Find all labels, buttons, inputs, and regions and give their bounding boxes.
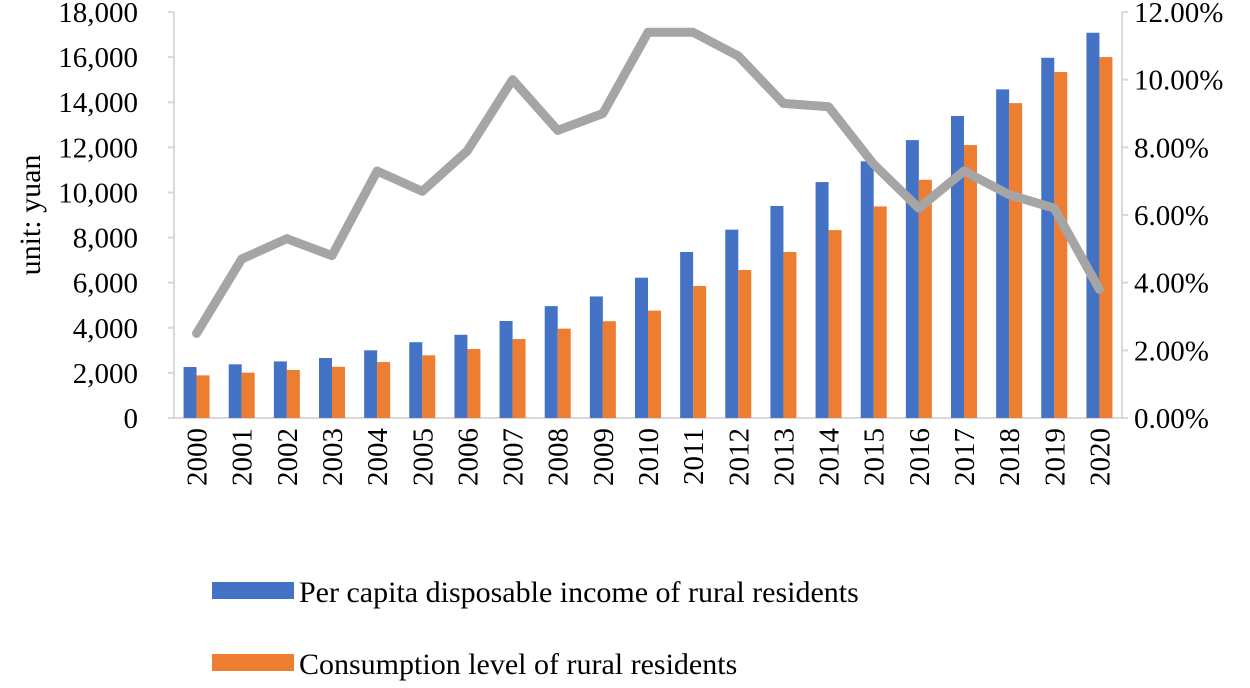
bar-consumption: [512, 339, 526, 418]
x-tick-label: 2003: [317, 428, 349, 486]
bar-income: [589, 296, 603, 418]
bar-income: [1041, 57, 1055, 418]
x-tick-label: 2010: [633, 428, 665, 486]
bar-consumption: [964, 145, 977, 419]
bar-income: [454, 334, 468, 418]
legend: Per capita disposable income of rural re…: [212, 576, 859, 681]
bar-consumption: [693, 286, 707, 418]
bar-consumption: [648, 310, 661, 418]
x-tick-label: 2015: [859, 428, 891, 486]
bar-income: [544, 306, 558, 418]
bar-income: [364, 350, 378, 418]
y-axis-ticks: 0 2,000 4,000 6,000 8,000 10,000 12,000 14,000 1…: [58, 0, 174, 435]
y-tick-label: 14,000: [58, 87, 138, 119]
bar-consumption: [241, 372, 255, 418]
legend-swatch-income: [212, 582, 294, 599]
x-tick-label: 2014: [814, 428, 846, 487]
y-tick-label: 12,000: [58, 132, 138, 164]
growth-rate-line: [192, 27, 1104, 338]
y-tick-label: 2,000: [73, 358, 138, 390]
bar-consumption: [602, 321, 616, 418]
bar-income: [860, 161, 874, 418]
x-tick-label: 2016: [904, 428, 936, 486]
y2-tick-label: 8.00%: [1134, 132, 1209, 164]
bar-income: [635, 277, 648, 418]
bar-income: [770, 205, 784, 418]
y2-tick-label: 12.00%: [1134, 0, 1223, 29]
bar-consumption: [873, 206, 887, 418]
y-tick-label: 4,000: [73, 313, 138, 345]
x-tick-label: 2017: [949, 428, 981, 486]
legend-swatch-consumption: [212, 654, 294, 671]
y-tick-label: 0: [124, 403, 139, 435]
bar-income: [183, 367, 197, 418]
y2-tick-label: 2.00%: [1134, 335, 1209, 367]
x-tick-label: 2005: [407, 428, 439, 486]
bar-consumption: [377, 362, 391, 418]
x-tick-label: 2018: [994, 428, 1026, 486]
bar-consumption: [1099, 57, 1113, 418]
x-tick-label: 2011: [678, 428, 710, 485]
x-tick-label: 2009: [588, 428, 620, 486]
y2-tick-label: 0.00%: [1134, 403, 1209, 435]
x-axis-ticks: 2000 2001 2002 2003 2004 2005 2006 2007 2008 2009…: [182, 428, 1117, 487]
bars: [183, 32, 1113, 419]
legend-label-income: Per capita disposable income of rural re…: [299, 576, 859, 609]
bar-income: [725, 229, 739, 418]
y-tick-label: 6,000: [73, 268, 138, 300]
bar-income: [499, 321, 513, 418]
x-tick-label: 2013: [768, 428, 800, 486]
bar-income: [951, 115, 964, 418]
x-tick-label: 2019: [1039, 428, 1071, 486]
bar-consumption: [557, 328, 571, 418]
bar-income: [680, 251, 694, 418]
bar-income: [815, 182, 829, 418]
bar-income: [273, 361, 287, 418]
bar-consumption: [286, 369, 300, 418]
y2-tick-label: 4.00%: [1134, 268, 1209, 300]
x-tick-label: 2012: [723, 428, 755, 486]
y2-tick-label: 10.00%: [1134, 65, 1223, 97]
bar-income: [1086, 32, 1100, 419]
bar-income: [409, 342, 423, 418]
bar-income: [319, 358, 332, 418]
x-tick-label: 2008: [543, 428, 575, 486]
y-tick-label: 10,000: [58, 177, 138, 209]
bar-consumption: [467, 348, 481, 418]
x-tick-label: 2006: [452, 428, 484, 486]
y2-axis-ticks: 0.00% 2.00% 4.00% 6.00% 8.00% 10.00% 12.00%: [1122, 0, 1223, 435]
bar-consumption: [422, 355, 436, 418]
bar-consumption: [1009, 103, 1023, 418]
bar-consumption: [738, 270, 752, 418]
x-tick-label: 2020: [1084, 428, 1116, 486]
bar-consumption: [196, 375, 210, 418]
y-tick-label: 16,000: [58, 42, 138, 74]
y2-tick-label: 6.00%: [1134, 200, 1209, 232]
bar-consumption: [783, 251, 797, 418]
x-tick-label: 2002: [272, 428, 304, 486]
bar-consumption: [918, 179, 932, 418]
bar-consumption: [332, 366, 345, 418]
x-tick-label: 2004: [362, 428, 394, 487]
x-tick-label: 2007: [498, 428, 530, 486]
bar-income: [996, 89, 1010, 419]
bar-consumption: [828, 230, 842, 418]
legend-label-consumption: Consumption level of rural residents: [299, 648, 737, 681]
bar-income: [905, 140, 919, 419]
y-tick-label: 8,000: [73, 223, 138, 255]
x-tick-label: 2000: [182, 428, 214, 486]
bar-consumption: [1054, 71, 1068, 419]
y-tick-label: 18,000: [58, 0, 138, 29]
bar-income: [228, 364, 242, 418]
y-axis-title: unit: yuan: [14, 155, 47, 276]
x-tick-label: 2001: [227, 428, 259, 486]
